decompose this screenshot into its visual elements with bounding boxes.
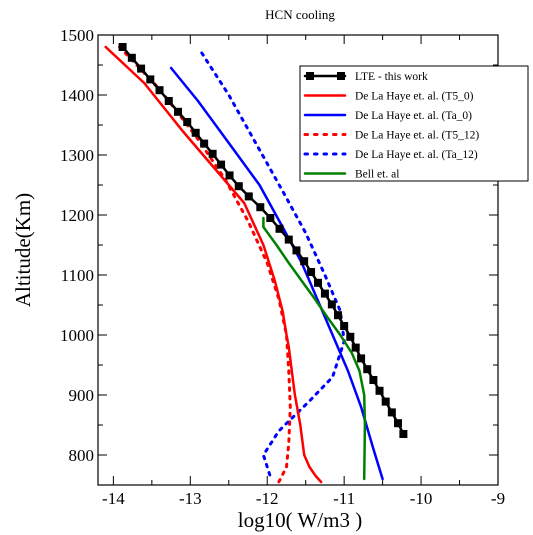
data-point-marker <box>369 376 378 384</box>
series-line-2 <box>169 66 384 481</box>
data-point-marker <box>174 107 182 116</box>
y-tick-label: 1300 <box>60 146 94 165</box>
legend-label: LTE - this work <box>355 71 428 83</box>
data-point-marker <box>266 214 275 222</box>
series-layer <box>104 43 408 484</box>
legend-label: De La Haye et. al. (Ta_12) <box>355 149 478 161</box>
series-line-4 <box>200 51 346 481</box>
legend-box <box>299 65 529 182</box>
data-point-marker <box>387 408 396 417</box>
data-point-marker <box>208 149 217 158</box>
legend-label: De La Haye et. al. (T5_0) <box>355 91 474 103</box>
data-point-marker <box>381 397 390 406</box>
x-tick-label: -9 <box>491 489 505 508</box>
plot-frame <box>97 34 499 486</box>
data-point-marker <box>164 97 173 105</box>
y-axis-title: Altitude(Km) <box>11 193 35 307</box>
legend-marker <box>306 72 314 80</box>
data-point-marker <box>394 419 402 428</box>
data-point-marker <box>256 203 265 212</box>
data-point-marker <box>307 268 316 276</box>
y-axis-ticks: 800 900 1000 1100 1200 1300 1400 1500 <box>60 26 498 486</box>
y-tick-label: 1200 <box>60 206 94 225</box>
data-point-marker <box>200 139 209 148</box>
data-point-marker <box>137 64 146 73</box>
x-tick-label: -13 <box>179 489 202 508</box>
y-tick-label: 1100 <box>61 266 94 285</box>
data-point-marker <box>351 343 360 352</box>
data-point-marker <box>127 53 136 62</box>
data-point-marker <box>314 278 322 287</box>
y-tick-label: 1400 <box>60 86 94 105</box>
x-axis-title: log10( W/m3 ) <box>238 508 362 532</box>
legend-marker <box>337 72 345 80</box>
data-point-marker <box>320 289 329 298</box>
data-point-marker <box>334 311 342 320</box>
data-point-marker <box>292 246 301 255</box>
x-axis-ticks: -14 -13 -12 -11 -10 -9 <box>102 35 505 508</box>
x-tick-label: -14 <box>102 489 125 508</box>
data-point-marker <box>183 118 192 126</box>
y-tick-label: 800 <box>69 446 95 465</box>
data-point-marker <box>284 235 293 244</box>
series-line-1 <box>104 45 323 484</box>
y-tick-label: 1000 <box>60 326 94 345</box>
data-point-marker <box>346 332 355 341</box>
x-tick-label: -11 <box>333 489 355 508</box>
chart-title: HCN cooling <box>265 7 335 22</box>
y-tick-label: 900 <box>69 386 95 405</box>
data-point-marker <box>234 182 243 191</box>
data-point-marker <box>300 257 309 266</box>
data-point-marker <box>217 160 226 169</box>
legend-label: De La Haye et. al. (Ta_0) <box>355 110 472 122</box>
data-point-marker <box>275 224 284 233</box>
data-point-marker <box>191 128 200 137</box>
data-point-marker <box>399 430 408 438</box>
legend-label: Bell et. al <box>355 169 399 181</box>
data-point-marker <box>118 43 127 51</box>
data-point-marker <box>327 300 336 309</box>
data-point-marker <box>244 192 253 201</box>
data-point-marker <box>357 354 366 363</box>
x-tick-label: -12 <box>256 489 279 508</box>
data-point-marker <box>363 365 372 374</box>
series-line-5 <box>262 216 367 481</box>
data-point-marker <box>340 322 349 330</box>
data-point-marker <box>375 386 384 395</box>
data-point-marker <box>155 86 164 95</box>
data-point-marker <box>225 171 234 180</box>
legend: LTE - this work De La Haye et. al. (T5_0)… <box>299 65 529 182</box>
legend-label: De La Haye et. al. (T5_12) <box>355 130 479 142</box>
y-tick-label: 1500 <box>60 26 94 45</box>
x-tick-label: -10 <box>410 489 433 508</box>
data-point-marker <box>146 75 155 84</box>
